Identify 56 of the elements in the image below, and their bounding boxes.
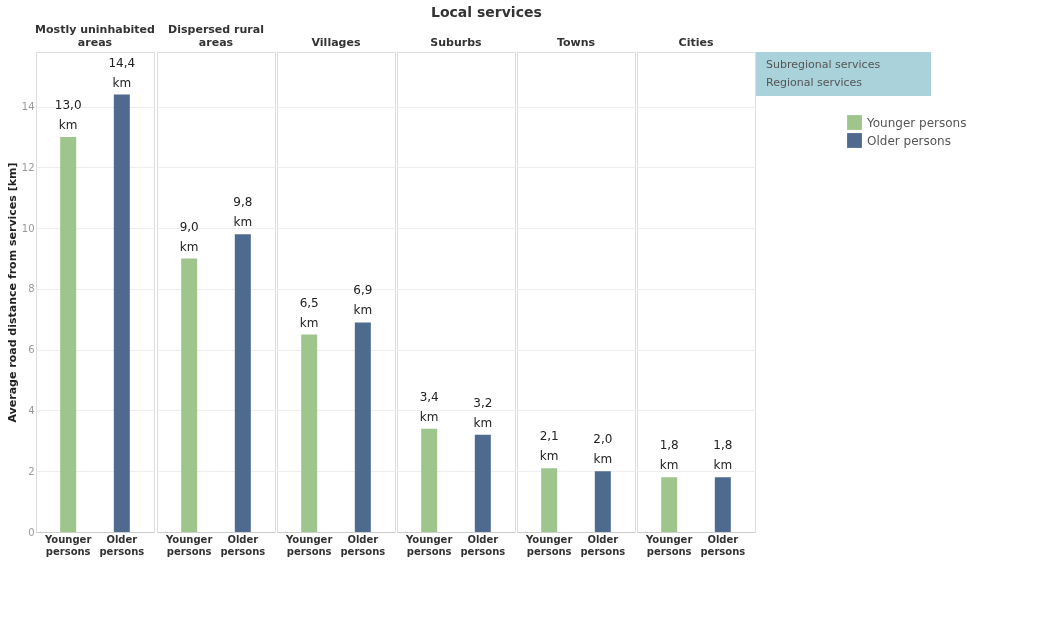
y-tick-label: 0 xyxy=(28,526,35,538)
text: Mostly uninhabited areas xyxy=(35,23,155,49)
text: Subregional services xyxy=(766,57,881,71)
y-tick-label: 6 xyxy=(28,344,35,356)
data-label: 2,1 km xyxy=(539,429,559,464)
x-tick-label: Younger persons xyxy=(645,533,693,557)
data-label: 3,2 km xyxy=(473,395,493,430)
x-tick-label: Older persons xyxy=(340,533,386,557)
data-label: 3,4 km xyxy=(419,389,439,424)
bar xyxy=(474,434,491,532)
x-tick-label: Older persons xyxy=(700,533,746,557)
data-label: 6,9 km xyxy=(353,283,373,318)
y-tick-label: 14 xyxy=(21,101,35,113)
chart-title: Local services xyxy=(431,3,542,20)
data-label: 1,8 km xyxy=(659,438,679,473)
x-tick-label: Older persons xyxy=(220,533,266,557)
x-tick-label: Younger persons xyxy=(405,533,453,557)
data-label: 9,0 km xyxy=(179,219,199,254)
text: Dispersed rural areas xyxy=(168,23,264,49)
data-label: 9,8 km xyxy=(233,195,253,230)
x-tick-label: Older persons xyxy=(580,533,626,557)
x-tick-label: Younger persons xyxy=(525,533,573,557)
bar xyxy=(181,258,198,532)
x-tick-label: Younger persons xyxy=(44,533,92,557)
data-label: 14,4 km xyxy=(108,55,136,90)
bar xyxy=(354,322,371,532)
text: Regional services xyxy=(766,76,863,90)
data-label: 1,8 km xyxy=(713,438,733,473)
bar xyxy=(714,477,731,532)
y-tick-label: 12 xyxy=(21,161,35,173)
bar xyxy=(594,471,611,532)
x-tick-label: Older persons xyxy=(460,533,506,557)
bar xyxy=(421,428,438,532)
text: Suburbs xyxy=(430,36,483,49)
legend-label: Younger persons xyxy=(866,115,967,130)
text: Villages xyxy=(311,36,361,49)
legend-label: Older persons xyxy=(867,133,951,148)
data-label: 6,5 km xyxy=(299,295,319,330)
bar xyxy=(60,137,77,532)
y-tick-label: 10 xyxy=(21,222,35,234)
data-label: 2,0 km xyxy=(593,432,613,467)
text: Cities xyxy=(678,36,714,49)
text: Towns xyxy=(556,36,596,49)
x-tick-label: Younger persons xyxy=(165,533,213,557)
y-tick-label: 8 xyxy=(28,283,35,295)
y-tick-label: 2 xyxy=(28,465,35,477)
data-label: 13,0 km xyxy=(54,98,82,133)
bar xyxy=(113,94,130,532)
bar xyxy=(661,477,678,532)
x-tick-label: Older persons xyxy=(99,533,145,557)
x-tick-label: Younger persons xyxy=(285,533,333,557)
bar xyxy=(301,334,318,532)
y-axis-title: Average road distance from services [km] xyxy=(5,162,19,423)
bar xyxy=(541,468,558,532)
bar xyxy=(234,234,251,532)
y-tick-label: 4 xyxy=(28,404,35,416)
